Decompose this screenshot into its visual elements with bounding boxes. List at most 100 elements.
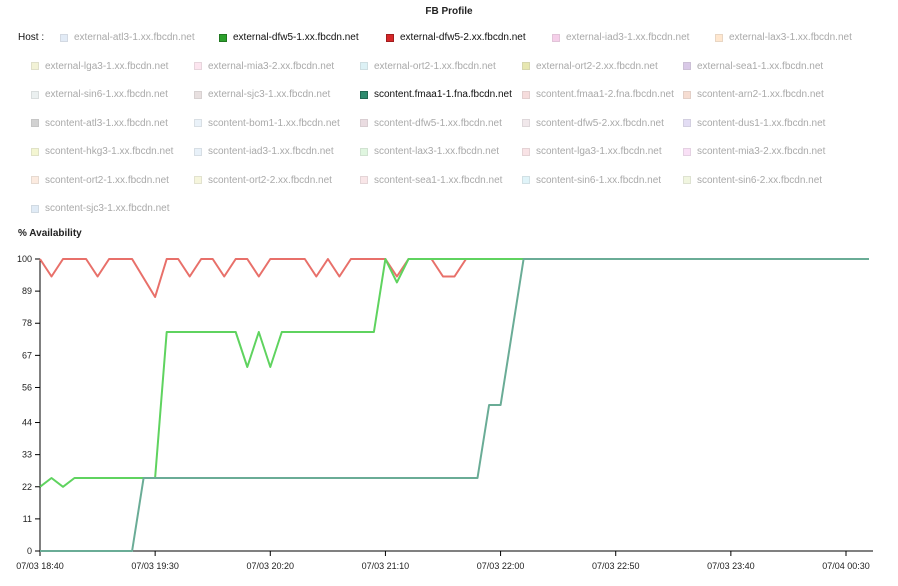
legend-item[interactable]: scontent-sea1-1.xx.fbcdn.net — [360, 175, 502, 186]
legend-item[interactable]: external-dfw5-2.xx.fbcdn.net — [386, 32, 526, 43]
legend-label: scontent-lax3-1.xx.fbcdn.net — [374, 146, 500, 157]
legend-item[interactable]: external-ort2-2.xx.fbcdn.net — [522, 61, 658, 72]
legend-item[interactable]: scontent.fmaa1-2.fna.fbcdn.net — [522, 89, 674, 100]
legend-swatch — [31, 176, 39, 184]
legend-item[interactable]: external-mia3-2.xx.fbcdn.net — [194, 61, 334, 72]
y-tick-label: 0 — [27, 546, 32, 556]
series-line-1 — [39, 258, 869, 298]
y-tick-label: 33 — [22, 450, 32, 460]
legend-swatch — [194, 147, 202, 156]
legend-item[interactable]: external-lga3-1.xx.fbcdn.net — [31, 61, 168, 72]
legend-label: external-iad3-1.xx.fbcdn.net — [566, 32, 690, 43]
legend-swatch — [386, 33, 394, 42]
legend-item[interactable]: external-lax3-1.xx.fbcdn.net — [715, 32, 852, 43]
x-tick-label: 07/03 19:30 — [131, 561, 179, 571]
legend-label: scontent-bom1-1.xx.fbcdn.net — [208, 117, 340, 129]
legend-label: scontent.fmaa1-2.fna.fbcdn.net — [536, 89, 674, 100]
legend-swatch — [31, 62, 39, 70]
legend-label: external-sea1-1.xx.fbcdn.net — [697, 60, 824, 72]
legend-item[interactable]: external-ort2-1.xx.fbcdn.net — [360, 61, 496, 72]
x-tick-label: 07/03 20:20 — [247, 561, 295, 571]
legend-label: scontent-sin6-1.xx.fbcdn.net — [536, 174, 662, 186]
legend-label: external-sjc3-1.xx.fbcdn.net — [208, 89, 331, 100]
legend-item[interactable]: scontent-ort2-2.xx.fbcdn.net — [194, 175, 332, 186]
legend-item[interactable]: scontent-bom1-1.xx.fbcdn.net — [194, 118, 340, 129]
legend-swatch — [522, 119, 530, 127]
legend-label: external-dfw5-1.xx.fbcdn.net — [233, 32, 359, 43]
legend-item[interactable]: scontent-sin6-2.xx.fbcdn.net — [683, 175, 822, 186]
legend-label: external-atl3-1.xx.fbcdn.net — [74, 32, 195, 43]
legend-item[interactable]: scontent-sjc3-1.xx.fbcdn.net — [31, 203, 170, 214]
legend-swatch — [31, 119, 39, 127]
x-tick-label: 07/03 23:40 — [707, 561, 755, 571]
legend-item[interactable]: external-atl3-1.xx.fbcdn.net — [60, 32, 195, 43]
legend-swatch — [522, 90, 530, 99]
legend-item[interactable]: scontent-ort2-1.xx.fbcdn.net — [31, 175, 169, 186]
legend-label: scontent-ort2-2.xx.fbcdn.net — [208, 174, 332, 186]
x-tick-label: 07/03 22:00 — [477, 561, 525, 571]
legend-label: external-dfw5-2.xx.fbcdn.net — [400, 32, 526, 43]
legend-item[interactable]: scontent-sin6-1.xx.fbcdn.net — [522, 175, 661, 186]
legend-label: external-sin6-1.xx.fbcdn.net — [45, 89, 168, 100]
legend-swatch — [31, 90, 39, 99]
legend-swatch — [522, 176, 530, 184]
legend-label: scontent-dus1-1.xx.fbcdn.net — [697, 117, 826, 129]
legend-item[interactable]: scontent-dus1-1.xx.fbcdn.net — [683, 118, 825, 129]
legend-item[interactable]: scontent-dfw5-2.xx.fbcdn.net — [522, 118, 664, 129]
host-label: Host : — [18, 32, 45, 43]
legend-item[interactable]: scontent-arn2-1.xx.fbcdn.net — [683, 89, 824, 100]
legend-label: external-ort2-1.xx.fbcdn.net — [374, 60, 496, 72]
legend-item[interactable]: external-iad3-1.xx.fbcdn.net — [552, 32, 689, 43]
legend-swatch — [194, 90, 202, 99]
legend-item[interactable]: scontent-lax3-1.xx.fbcdn.net — [360, 146, 499, 157]
legend-item[interactable]: external-dfw5-1.xx.fbcdn.net — [219, 32, 359, 43]
legend-item[interactable]: scontent-hkg3-1.xx.fbcdn.net — [31, 146, 173, 157]
legend-item[interactable]: external-sea1-1.xx.fbcdn.net — [683, 61, 823, 72]
legend-swatch — [683, 90, 691, 99]
y-tick-label: 22 — [22, 482, 32, 492]
y-tick-label: 78 — [22, 318, 32, 328]
y-tick-label: 100 — [17, 254, 32, 264]
legend-swatch — [360, 90, 368, 99]
legend-label: scontent-sin6-2.xx.fbcdn.net — [697, 174, 823, 186]
legend-swatch — [715, 33, 723, 42]
legend-swatch — [522, 62, 530, 70]
legend-swatch — [31, 204, 39, 213]
legend-item[interactable]: external-sjc3-1.xx.fbcdn.net — [194, 89, 330, 100]
legend-label: scontent-iad3-1.xx.fbcdn.net — [208, 146, 334, 157]
legend-item[interactable]: scontent-iad3-1.xx.fbcdn.net — [194, 146, 334, 157]
legend-label: scontent-dfw5-1.xx.fbcdn.net — [374, 117, 502, 129]
y-axis-label: % Availability — [18, 228, 82, 239]
y-tick-label: 44 — [22, 418, 32, 428]
y-tick-label: 89 — [22, 286, 32, 296]
legend-swatch — [683, 62, 691, 70]
legend-swatch — [360, 176, 368, 184]
legend-item[interactable]: scontent-mia3-2.xx.fbcdn.net — [683, 146, 825, 157]
x-tick-label: 07/03 18:40 — [16, 561, 64, 571]
legend-swatch — [31, 147, 39, 156]
legend-item[interactable]: scontent-atl3-1.xx.fbcdn.net — [31, 118, 168, 129]
legend-swatch — [683, 147, 691, 156]
legend-swatch — [360, 62, 368, 70]
legend-swatch — [552, 33, 560, 42]
y-tick-label: 67 — [22, 350, 32, 360]
legend-label: scontent-hkg3-1.xx.fbcdn.net — [45, 146, 174, 157]
legend-item[interactable]: scontent-lga3-1.xx.fbcdn.net — [522, 146, 662, 157]
legend-swatch — [360, 147, 368, 156]
series-line-2 — [39, 258, 869, 488]
legend-label: external-lga3-1.xx.fbcdn.net — [45, 60, 169, 72]
legend-label: external-ort2-2.xx.fbcdn.net — [536, 60, 658, 72]
legend-item[interactable]: scontent.fmaa1-1.fna.fbcdn.net — [360, 89, 512, 100]
legend-label: scontent-mia3-2.xx.fbcdn.net — [697, 146, 826, 157]
series-line-3 — [40, 258, 869, 552]
legend-item[interactable]: scontent-dfw5-1.xx.fbcdn.net — [360, 118, 502, 129]
legend-swatch — [194, 119, 202, 127]
legend-item[interactable]: external-sin6-1.xx.fbcdn.net — [31, 89, 168, 100]
legend-swatch — [194, 176, 202, 184]
legend-label: scontent-lga3-1.xx.fbcdn.net — [536, 146, 662, 157]
legend-swatch — [219, 33, 227, 42]
x-tick-label: 07/03 21:10 — [362, 561, 410, 571]
chart-title: FB Profile — [425, 6, 473, 17]
legend-label: scontent-arn2-1.xx.fbcdn.net — [697, 89, 824, 100]
legend-label: scontent-dfw5-2.xx.fbcdn.net — [536, 117, 664, 129]
